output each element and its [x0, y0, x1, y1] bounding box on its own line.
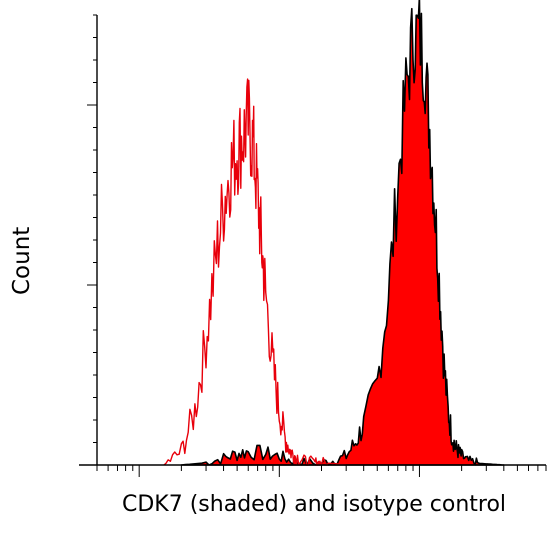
- isotype-control-histogram: [163, 78, 347, 466]
- y-axis-label: Count: [9, 226, 35, 295]
- cdk7-shaded-histogram: [180, 0, 505, 466]
- x-axis-label: CDK7 (shaded) and isotype control: [122, 492, 507, 517]
